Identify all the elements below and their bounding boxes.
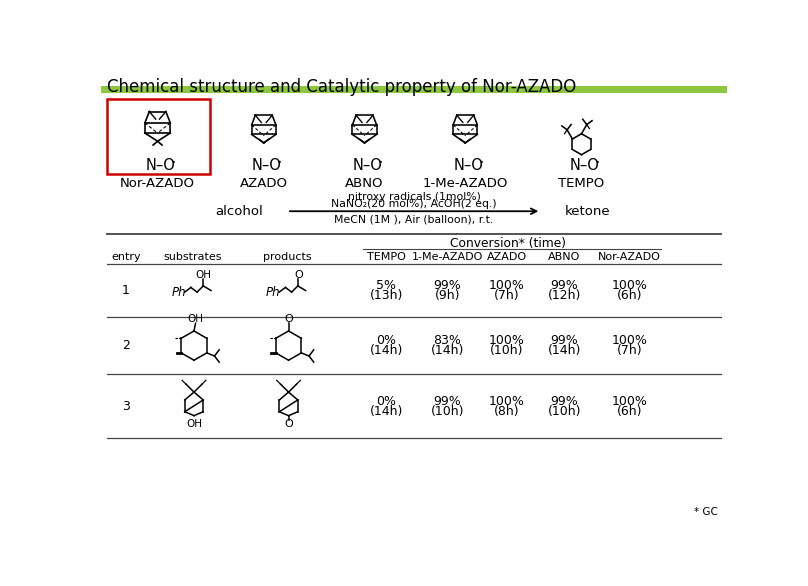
Text: (14h): (14h) xyxy=(369,406,403,418)
Text: products: products xyxy=(263,253,311,263)
Text: 99%: 99% xyxy=(550,394,579,407)
Text: ·: · xyxy=(594,154,600,172)
Text: 1: 1 xyxy=(122,284,130,297)
Text: Chemical structure and Catalytic property of Nor-AZADO: Chemical structure and Catalytic propert… xyxy=(107,78,576,96)
Text: 1-Me-AZADO: 1-Me-AZADO xyxy=(423,176,508,190)
Text: 100%: 100% xyxy=(612,279,647,292)
Text: (6h): (6h) xyxy=(617,406,642,418)
Text: 5%: 5% xyxy=(377,279,396,292)
Text: (8h): (8h) xyxy=(494,406,520,418)
Text: Nor-AZADO: Nor-AZADO xyxy=(598,253,661,263)
Text: O: O xyxy=(294,270,303,280)
Text: 3: 3 xyxy=(122,400,130,413)
Text: NaNO₂(20 mol%), AcOH(2 eq.): NaNO₂(20 mol%), AcOH(2 eq.) xyxy=(331,199,497,209)
Text: 100%: 100% xyxy=(489,279,525,292)
Text: (6h): (6h) xyxy=(617,289,642,302)
Text: N–O: N–O xyxy=(570,158,600,173)
Text: (10h): (10h) xyxy=(490,345,524,357)
Text: Ph: Ph xyxy=(266,285,280,299)
Text: alcohol: alcohol xyxy=(215,205,263,218)
Text: 100%: 100% xyxy=(612,394,647,407)
Text: 0%: 0% xyxy=(377,394,396,407)
Text: OH: OH xyxy=(187,314,204,323)
Text: ·: · xyxy=(478,154,483,172)
Text: 100%: 100% xyxy=(489,394,525,407)
Text: MeCN (1M ), Air (balloon), r.t.: MeCN (1M ), Air (balloon), r.t. xyxy=(335,214,494,224)
Bar xyxy=(101,86,727,93)
Text: (13h): (13h) xyxy=(369,289,403,302)
Text: ·: · xyxy=(170,154,176,172)
Text: * GC: * GC xyxy=(694,507,718,517)
Text: entry: entry xyxy=(111,253,141,263)
Text: substrates: substrates xyxy=(163,253,221,263)
Text: (14h): (14h) xyxy=(369,345,403,357)
Text: 100%: 100% xyxy=(612,333,647,347)
Text: TEMPO: TEMPO xyxy=(558,176,604,190)
Text: O: O xyxy=(284,314,293,323)
Text: Conversion* (time): Conversion* (time) xyxy=(450,237,566,250)
Text: 99%: 99% xyxy=(550,333,579,347)
Bar xyxy=(107,99,209,173)
Text: 83%: 83% xyxy=(433,333,461,347)
Text: ABNO: ABNO xyxy=(345,176,384,190)
Text: (7h): (7h) xyxy=(617,345,642,357)
Text: TEMPO: TEMPO xyxy=(367,253,406,263)
Text: 100%: 100% xyxy=(489,333,525,347)
Text: Ph: Ph xyxy=(171,285,186,299)
Text: OH: OH xyxy=(186,418,202,428)
Text: N–O: N–O xyxy=(252,158,282,173)
Text: 2: 2 xyxy=(122,339,130,352)
Text: ketone: ketone xyxy=(565,205,611,218)
Text: ·: · xyxy=(276,154,282,172)
Text: AZADO: AZADO xyxy=(240,176,288,190)
Text: (14h): (14h) xyxy=(548,345,581,357)
Text: (7h): (7h) xyxy=(494,289,520,302)
Text: AZADO: AZADO xyxy=(487,253,527,263)
Text: (14h): (14h) xyxy=(431,345,464,357)
Text: O: O xyxy=(284,418,293,428)
Text: 99%: 99% xyxy=(434,394,461,407)
Text: OH: OH xyxy=(196,270,212,280)
Text: ABNO: ABNO xyxy=(549,253,581,263)
Text: nitroxy radicals (1mol%): nitroxy radicals (1mol%) xyxy=(347,192,481,202)
Text: ·: · xyxy=(377,154,383,172)
Text: 99%: 99% xyxy=(550,279,579,292)
Text: (12h): (12h) xyxy=(548,289,581,302)
Text: N–O: N–O xyxy=(352,158,382,173)
Text: (10h): (10h) xyxy=(548,406,581,418)
Text: N–O: N–O xyxy=(453,158,483,173)
Text: 99%: 99% xyxy=(434,279,461,292)
Text: N–O: N–O xyxy=(145,158,175,173)
Text: (9h): (9h) xyxy=(435,289,461,302)
Text: (10h): (10h) xyxy=(431,406,464,418)
Text: Nor-AZADO: Nor-AZADO xyxy=(120,176,195,190)
Text: 1-Me-AZADO: 1-Me-AZADO xyxy=(412,253,483,263)
Text: 0%: 0% xyxy=(377,333,396,347)
